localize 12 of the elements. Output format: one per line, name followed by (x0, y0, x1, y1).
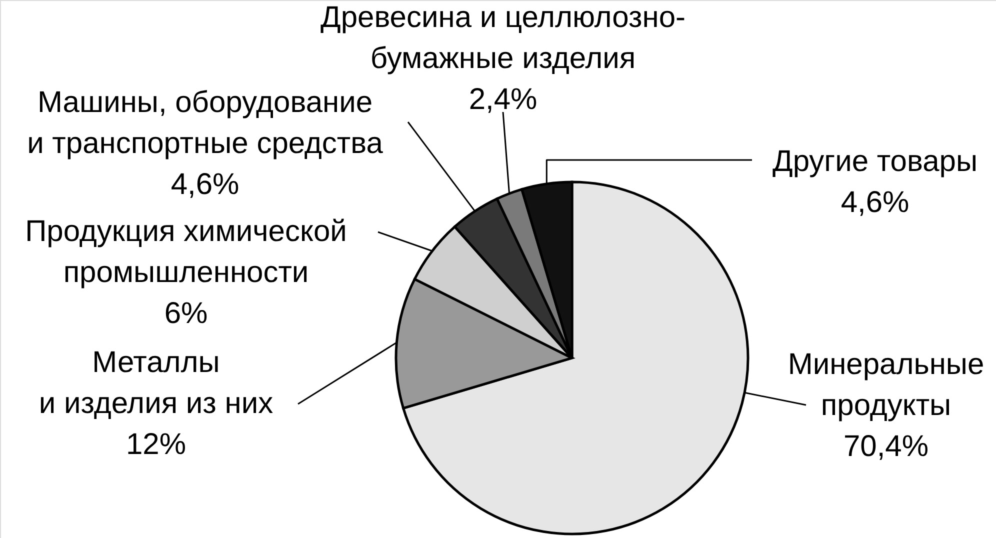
slice-label: Машины, оборудование и транспортные средства (27, 86, 384, 160)
slice-label: Минеральные продукты (788, 348, 984, 422)
data-label: 4,6% (840, 186, 910, 219)
slice-label: Продукция химической промышленности (25, 215, 347, 289)
data-label: 70,4% (843, 430, 929, 463)
slice-label: Металлы и изделия из них (38, 346, 274, 420)
data-label: 6% (164, 297, 208, 330)
data-label: 12% (126, 428, 186, 461)
data-label: 4,6% (170, 168, 240, 201)
slice-label: Древесина и целлюлозно-бумажные изделия (320, 1, 686, 75)
slice-label: Другие товары (772, 145, 978, 178)
data-label: 2,4% (468, 83, 538, 116)
